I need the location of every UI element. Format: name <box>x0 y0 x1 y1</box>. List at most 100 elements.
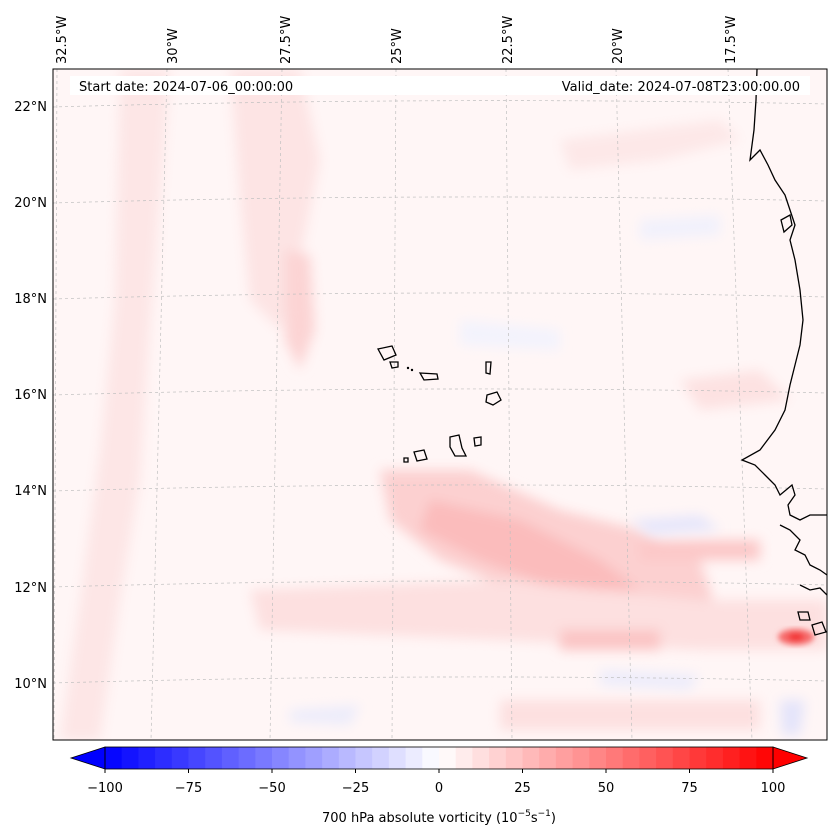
colorbar-cell <box>489 747 507 769</box>
colorbar-label-prefix: 700 hPa absolute vorticity (10 <box>322 811 518 826</box>
latitude-labels: 22°N 20°N 18°N 16°N 14°N 12°N 10°N <box>14 100 47 692</box>
lat-label: 14°N <box>14 484 47 499</box>
map-frame <box>52 68 828 741</box>
colorbar-tick-label: −25 <box>342 781 369 796</box>
colorbar-cell <box>305 747 323 769</box>
colorbar-cell <box>121 747 139 769</box>
lon-label: 22.5°W <box>501 16 516 64</box>
colorbar-tick-label: 25 <box>514 781 531 796</box>
colorbar-tick-label: 0 <box>435 781 443 796</box>
colorbar-cell <box>355 747 373 769</box>
meridian-25w <box>391 69 397 740</box>
colorbar-cell <box>439 747 457 769</box>
colorbar-cell <box>589 747 607 769</box>
vorticity-maximum <box>778 629 814 645</box>
colorbar-cell <box>522 747 540 769</box>
island-sao-vicente <box>389 361 399 369</box>
negative-vorticity-areas <box>290 215 805 735</box>
meridian-17-5w <box>727 69 753 740</box>
colorbar-cell <box>639 747 657 769</box>
colorbar-cell <box>288 747 306 769</box>
colorbar-tick-label: −100 <box>87 781 123 796</box>
island-santo-antao <box>377 345 397 361</box>
annotation-band <box>70 76 810 95</box>
meridian-22-5w <box>505 69 513 740</box>
parallel-18n <box>53 292 827 300</box>
colorbar-cell <box>422 747 440 769</box>
colorbar-label-exp1: −5 <box>518 809 531 819</box>
colorbar-label-exp2: −1 <box>538 809 551 819</box>
colorbar-cell <box>138 747 156 769</box>
lon-label: 17.5°W <box>724 16 739 64</box>
lat-label: 20°N <box>14 196 47 211</box>
colorbar-tick-label: 100 <box>761 781 786 796</box>
meridian-32-5w <box>53 69 58 740</box>
colorbar-label-suffix: ) <box>551 811 556 826</box>
island-brava <box>403 457 409 463</box>
valid-date-text: Valid_date: 2024-07-08T23:00:00.00 <box>562 80 800 95</box>
parallel-22n <box>53 100 827 108</box>
colorbar-cell <box>322 747 340 769</box>
island-boa-vista <box>485 391 502 406</box>
coastline <box>377 69 827 636</box>
lon-label: 20°W <box>611 28 626 64</box>
colorbar-cell <box>221 747 240 769</box>
colorbar-cell <box>756 747 774 769</box>
colorbar-label: 700 hPa absolute vorticity (10−5s−1) <box>322 809 556 826</box>
colorbar-cell <box>572 747 590 769</box>
island-ilheu <box>410 368 414 372</box>
coastal-island <box>811 621 827 636</box>
colorbar-cell <box>188 747 206 769</box>
meridian-27-5w <box>269 69 283 740</box>
island-sal <box>485 361 492 375</box>
colorbar-ticks: −100 −75 −50 −25 0 25 50 75 100 <box>87 769 785 796</box>
parallel-14n <box>53 484 827 492</box>
colorbar-min-extend <box>69 746 106 770</box>
island-santiago <box>449 434 468 457</box>
longitude-labels: 32.5°W 30°W 27.5°W 25°W 22.5°W 20°W 17.5… <box>55 16 739 64</box>
meridian-20w <box>615 69 633 740</box>
colorbar-cell <box>338 747 357 769</box>
parallel-10n <box>53 676 827 684</box>
island-santa-luzia <box>406 366 410 370</box>
lon-label: 25°W <box>390 28 405 64</box>
guinea-coast <box>799 584 827 596</box>
meridian-30w <box>150 69 168 740</box>
colorbar-cell <box>606 747 624 769</box>
colorbar-cell <box>505 747 524 769</box>
colorbar-cell <box>255 747 273 769</box>
lon-label: 27.5°W <box>279 16 294 64</box>
colorbar-tick-label: 50 <box>598 781 615 796</box>
positive-vorticity-areas <box>60 69 827 740</box>
colorbar-cell <box>238 747 256 769</box>
colorbar-cell <box>205 747 223 769</box>
colorbar-tick-label: 75 <box>681 781 698 796</box>
colorbar: −100 −75 −50 −25 0 25 50 75 100 700 hPa … <box>69 746 809 826</box>
guinea-bissau-coast <box>779 524 827 576</box>
colorbar-cell <box>622 747 640 769</box>
start-date-text: Start date: 2024-07-06_00:00:00 <box>79 80 293 95</box>
coastal-inlet <box>780 213 793 234</box>
colorbar-cell <box>272 747 290 769</box>
lat-label: 22°N <box>14 100 47 115</box>
island-maio <box>473 436 482 447</box>
colorbar-label-mid: s <box>531 811 538 826</box>
colorbar-cell <box>455 747 473 769</box>
colorbar-max-extend <box>772 746 809 770</box>
africa-coastline <box>740 69 827 521</box>
colorbar-cell <box>372 747 390 769</box>
colorbar-cell <box>405 747 423 769</box>
colorbar-tick-label: −75 <box>175 781 202 796</box>
colorbar-cell <box>656 747 674 769</box>
colorbar-cell <box>105 747 123 769</box>
colorbar-cell <box>472 747 490 769</box>
lat-label: 18°N <box>14 292 47 307</box>
colorbar-cell <box>155 747 173 769</box>
lon-label: 30°W <box>166 28 181 64</box>
colorbar-cell <box>388 747 407 769</box>
colorbar-cell <box>171 747 190 769</box>
vorticity-field <box>53 69 827 740</box>
lon-label: 32.5°W <box>55 16 70 64</box>
lat-label: 12°N <box>14 581 47 596</box>
